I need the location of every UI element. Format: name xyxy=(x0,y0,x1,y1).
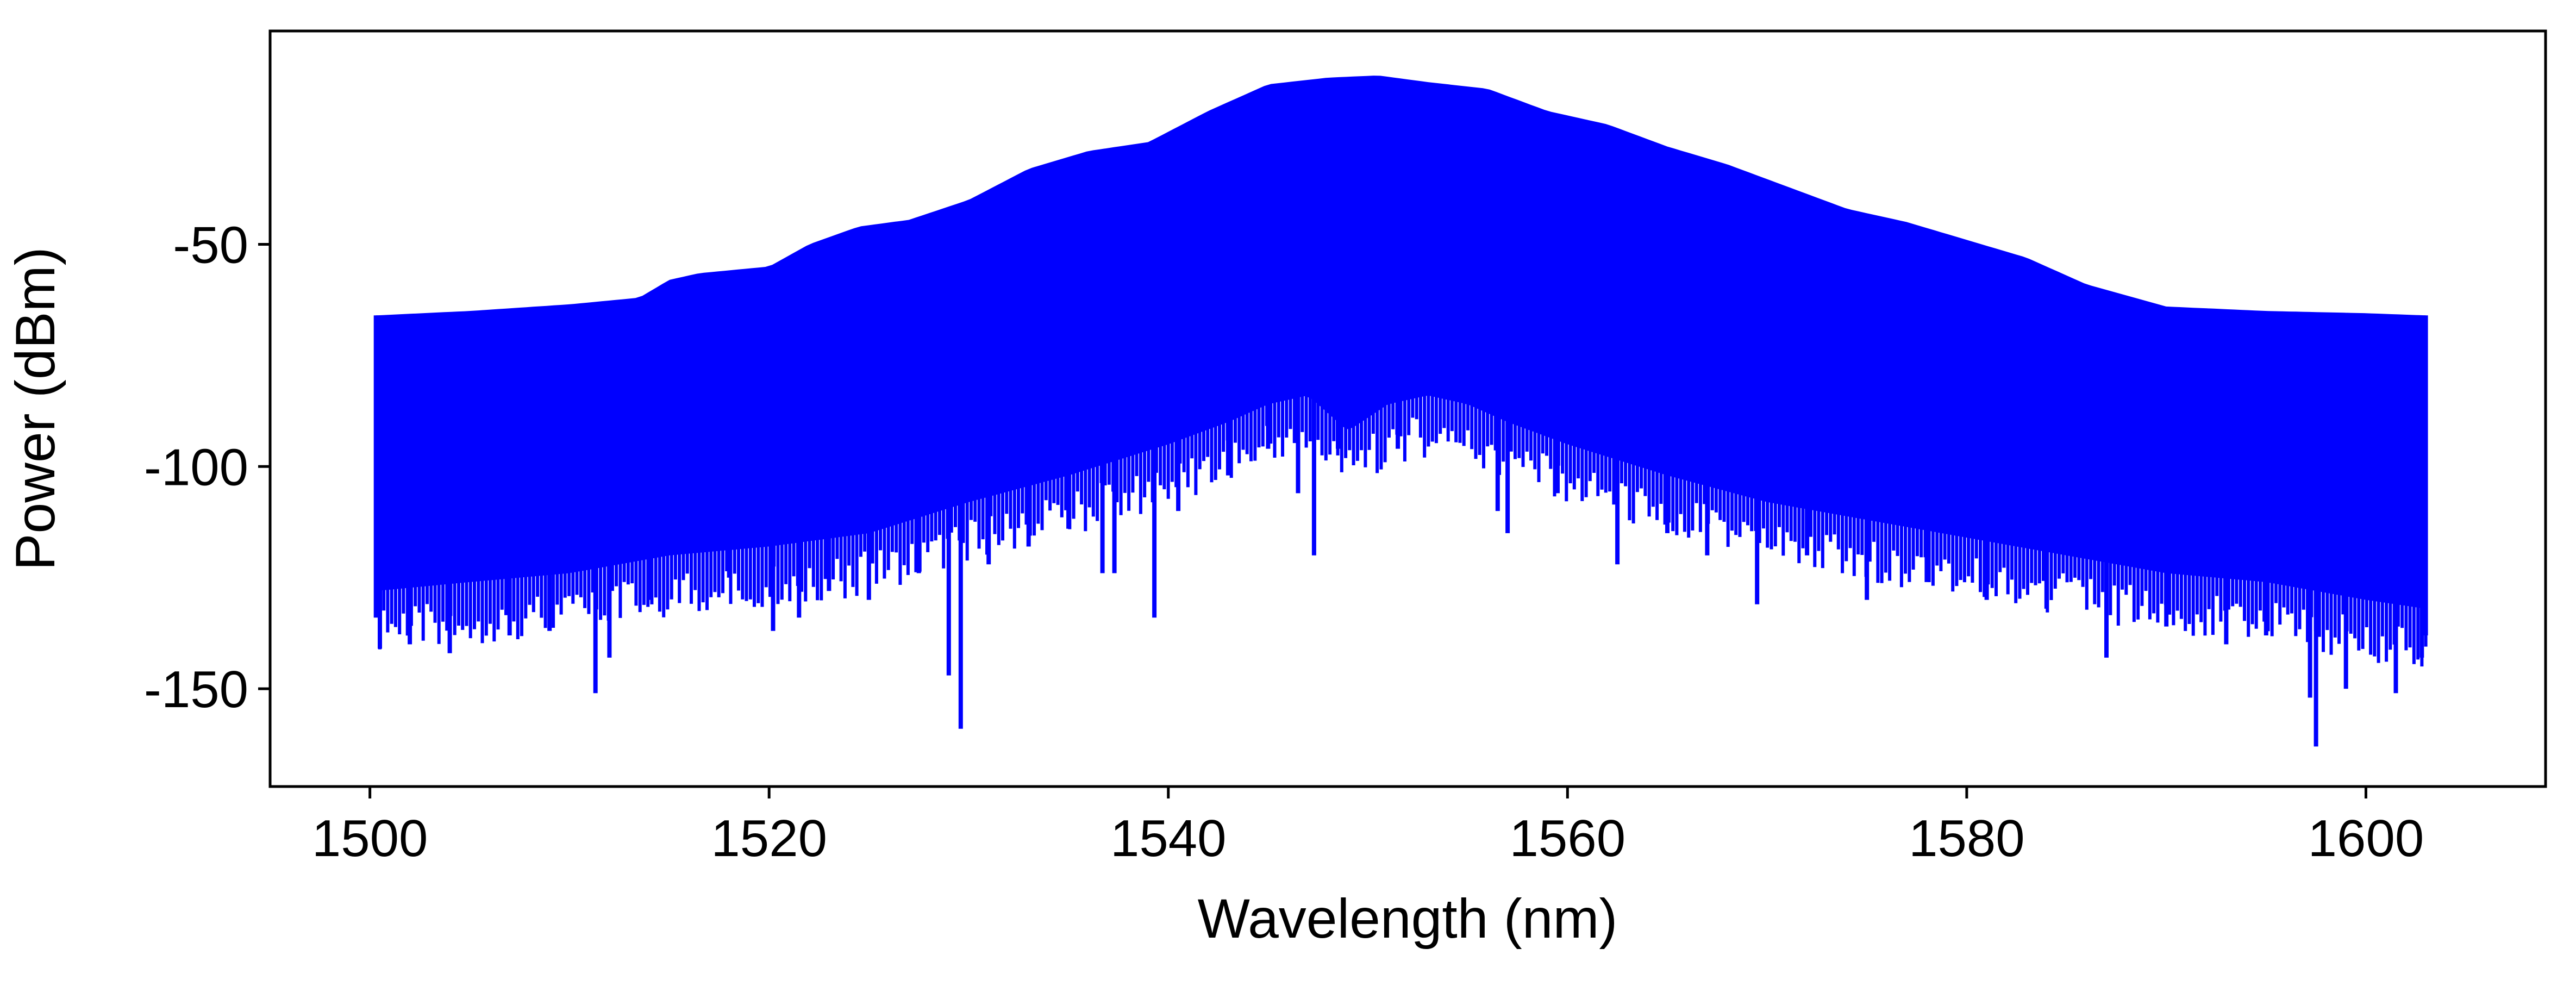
plot-frame xyxy=(268,29,2547,788)
spectrum-band xyxy=(376,76,2426,609)
y-axis-title: Power (dBm) xyxy=(4,247,66,570)
x-tick-label: 1560 xyxy=(1510,809,1626,868)
power-spectrum-series xyxy=(373,76,2428,747)
y-tick-label: -50 xyxy=(173,216,248,274)
x-tick-label: 1600 xyxy=(2308,809,2424,868)
x-tick-label: 1580 xyxy=(1909,809,2025,868)
x-tick-label: 1520 xyxy=(711,809,827,868)
x-axis-title: Wavelength (nm) xyxy=(1198,888,1618,950)
x-tick-label: 1500 xyxy=(312,809,428,868)
y-tick-label: -100 xyxy=(144,438,248,496)
y-axis: -50 -100 -150 xyxy=(144,216,270,719)
y-tick-label: -150 xyxy=(144,660,248,719)
x-tick-label: 1540 xyxy=(1110,809,1227,868)
x-axis: 1500 1520 1540 1560 1580 1600 xyxy=(312,787,2424,868)
